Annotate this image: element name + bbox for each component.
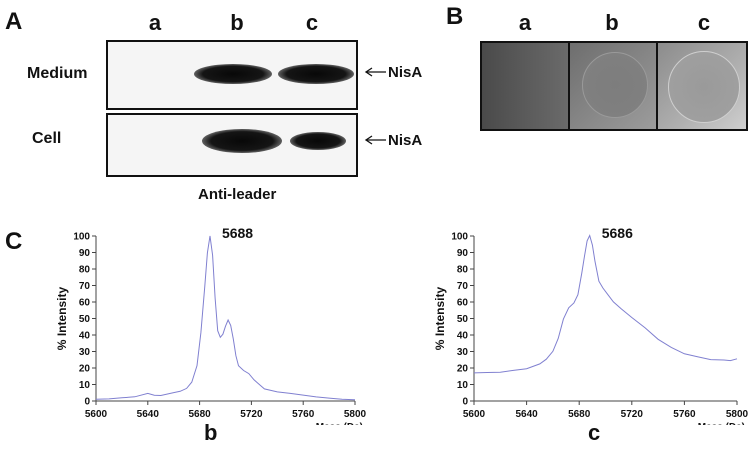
y-tick-label: 0 <box>84 397 90 408</box>
mass-spectrum-b: 0 10 20 30 40 50 60 70 80 90 100 5600 5640 5680 5720 57… <box>55 225 367 425</box>
x-tick-label: 5640 <box>137 409 160 420</box>
panel-b-lane-c: c <box>697 10 711 35</box>
medium-row-label: Medium <box>27 65 88 82</box>
y-tick-label: 60 <box>79 298 91 309</box>
y-axis-label: % Intensity <box>55 287 69 351</box>
y-tick-label: 70 <box>79 281 91 292</box>
y-tick-label: 90 <box>457 248 469 259</box>
y-tick-label: 10 <box>457 380 469 391</box>
mass-spectrum-c: 0 10 20 30 40 50 60 70 80 90 100 5600 5640 5680 5720 57… <box>433 225 749 425</box>
panel-a-letter: A <box>5 8 23 35</box>
panel-a-lane-a: a <box>148 10 162 35</box>
halo-b <box>582 52 648 118</box>
x-axis-label: Mass (Da) <box>316 422 363 425</box>
plate-c <box>656 41 748 131</box>
panel-c-sublabel-b: b <box>204 420 218 445</box>
y-tick-label: 90 <box>79 248 91 259</box>
x-tick-label: 5760 <box>292 409 315 420</box>
y-tick-label: 100 <box>451 232 468 243</box>
x-tick-label: 5680 <box>568 409 591 420</box>
x-tick-label: 5720 <box>240 409 263 420</box>
medium-nisa-label: NisA <box>388 64 423 81</box>
cell-band-b <box>202 129 282 153</box>
y-tick-label: 20 <box>79 364 91 375</box>
cell-arrow <box>364 134 386 146</box>
cell-row-label: Cell <box>32 130 62 147</box>
y-tick-label: 30 <box>79 347 91 358</box>
y-tick-label: 30 <box>457 347 469 358</box>
y-axis-label: % Intensity <box>433 287 447 351</box>
panel-b-lane-b: b <box>605 10 619 35</box>
y-tick-label: 20 <box>457 364 469 375</box>
peak-label: 5688 <box>222 225 253 241</box>
spectrum-line <box>95 235 356 401</box>
y-tick-label: 70 <box>457 281 469 292</box>
x-tick-label: 5600 <box>463 409 486 420</box>
panel-b-letter: B <box>446 3 464 30</box>
y-tick-label: 10 <box>79 380 91 391</box>
spectrum-line <box>473 234 738 374</box>
medium-blot <box>106 40 358 110</box>
cell-band-c <box>290 132 346 150</box>
panel-a-lane-c: c <box>305 10 319 35</box>
x-tick-label: 5800 <box>726 409 749 420</box>
y-tick-label: 40 <box>457 331 469 342</box>
y-tick-label: 50 <box>457 314 469 325</box>
panel-c-letter: C <box>5 228 23 255</box>
x-tick-label: 5680 <box>188 409 211 420</box>
y-tick-label: 80 <box>457 265 469 276</box>
y-tick-label: 50 <box>79 314 91 325</box>
cell-nisa-label: NisA <box>388 132 423 149</box>
plate-b <box>568 41 658 131</box>
x-axis-label: Mass (Da) <box>698 422 745 425</box>
x-tick-label: 5720 <box>621 409 644 420</box>
medium-band-c <box>278 64 354 84</box>
x-tick-label: 5600 <box>85 409 108 420</box>
panel-b-lane-a: a <box>518 10 532 35</box>
y-tick-label: 100 <box>73 232 90 243</box>
plate-a <box>480 41 570 131</box>
y-tick-label: 0 <box>462 397 468 408</box>
y-tick-label: 40 <box>79 331 91 342</box>
y-tick-label: 60 <box>457 298 469 309</box>
panel-c-sublabel-c: c <box>588 420 601 445</box>
x-tick-label: 5800 <box>344 409 367 420</box>
x-tick-label: 5640 <box>515 409 538 420</box>
peak-label: 5686 <box>602 225 633 241</box>
halo-c <box>668 51 740 123</box>
y-tick-label: 80 <box>79 265 91 276</box>
medium-arrow <box>364 66 386 78</box>
anti-leader-caption: Anti-leader <box>198 186 277 203</box>
cell-blot <box>106 113 358 177</box>
medium-band-b <box>194 64 272 84</box>
x-tick-label: 5760 <box>673 409 696 420</box>
panel-a-lane-b: b <box>230 10 244 35</box>
